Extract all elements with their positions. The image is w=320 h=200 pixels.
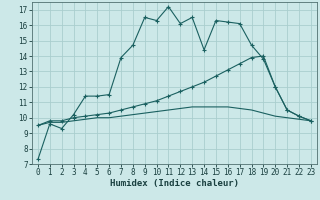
X-axis label: Humidex (Indice chaleur): Humidex (Indice chaleur) bbox=[110, 179, 239, 188]
